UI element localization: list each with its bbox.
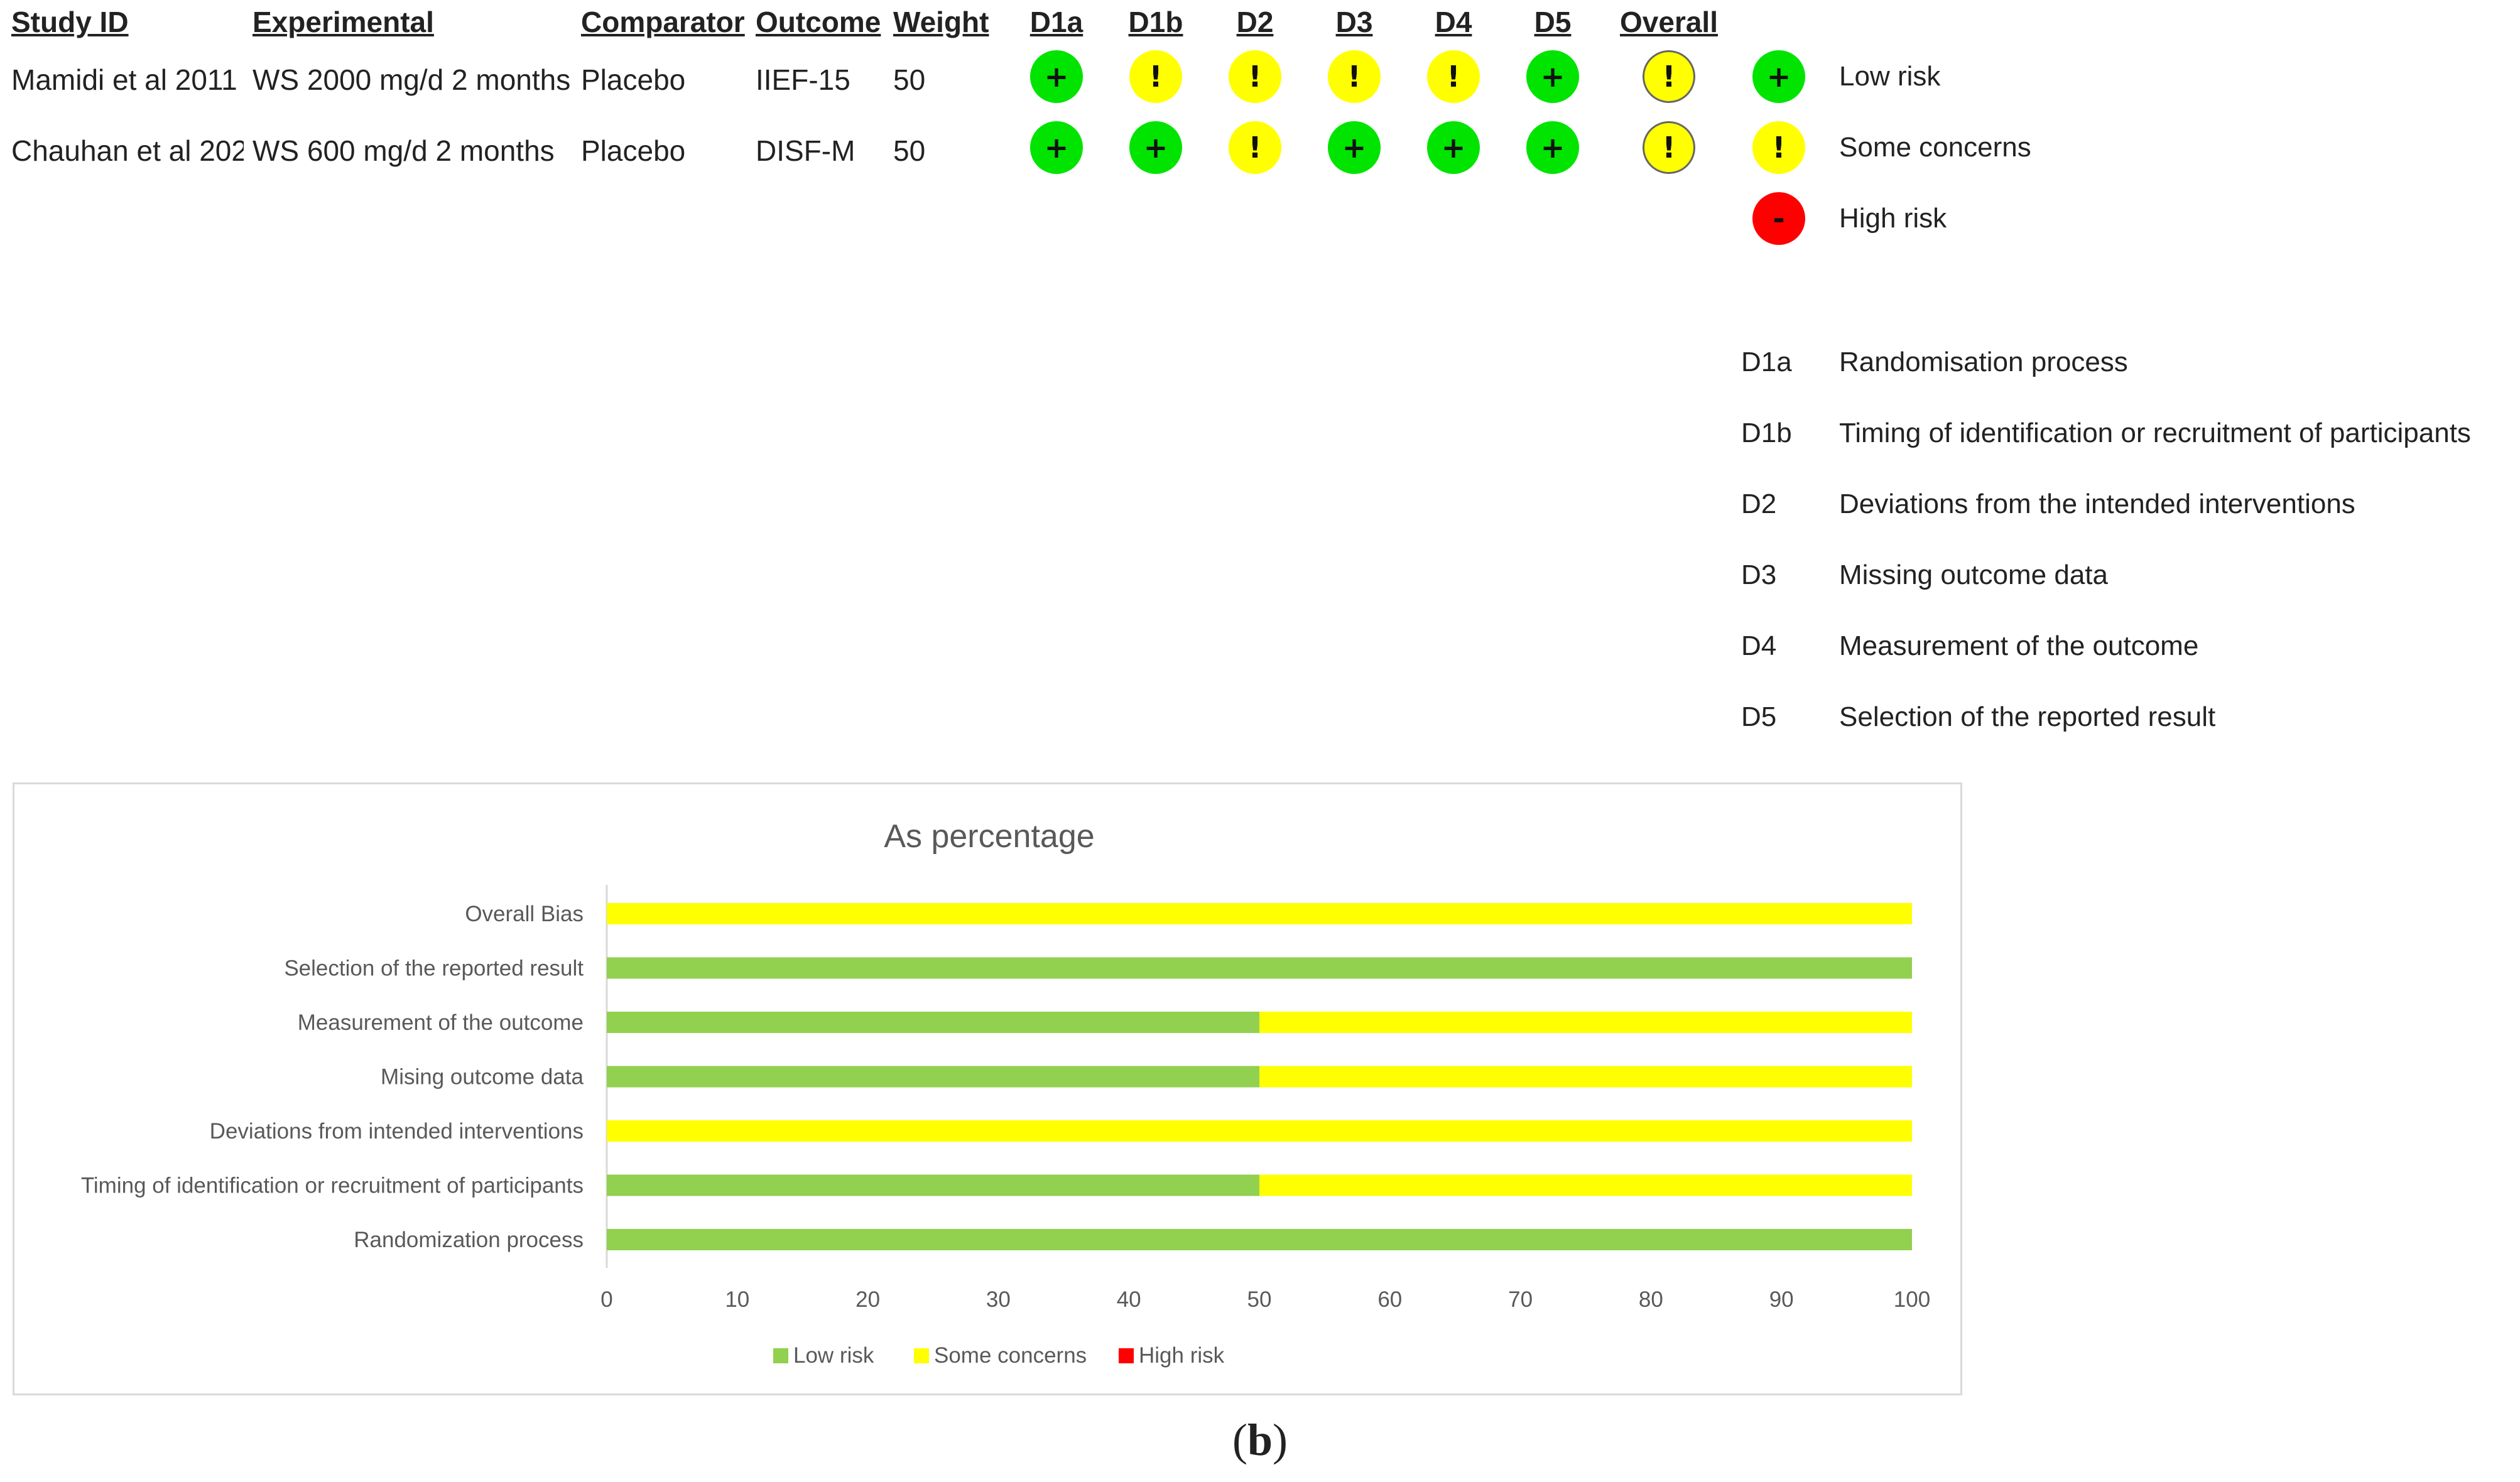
weight: 50 [893, 63, 926, 96]
domain-code: D2 [1741, 489, 1777, 519]
domain-code: D3 [1741, 560, 1777, 590]
chart-legend-swatch [1119, 1348, 1134, 1363]
study-id: Chauhan et al 2022 [11, 134, 244, 167]
domain-code: D1b [1741, 418, 1792, 448]
judgement-some-icon: ! [1427, 50, 1480, 103]
chart-legend-label: Low risk [793, 1343, 874, 1368]
x-tick-label: 60 [1377, 1287, 1402, 1312]
chart-legend-label: Some concerns [934, 1343, 1087, 1368]
header-experimental: Experimental [253, 6, 434, 38]
judgement-some-icon: ! [1643, 121, 1695, 174]
x-tick-label: 20 [855, 1287, 880, 1312]
header-d3: D3 [1335, 6, 1373, 38]
domain-description: Missing outcome data [1839, 560, 2108, 590]
figure-caption: (b) [0, 1412, 2520, 1468]
header-overall: Overall [1620, 6, 1718, 38]
caption-close: ) [1273, 1415, 1288, 1465]
judgement-some-icon: ! [1328, 50, 1381, 103]
judgement-some-icon: ! [1129, 50, 1182, 103]
bar-low-risk [607, 1066, 1259, 1088]
domain-code: D4 [1741, 630, 1777, 661]
category-label: Timing of identification or recruitment … [81, 1174, 584, 1198]
category-label: Randomization process [354, 1228, 584, 1252]
x-tick-label: 70 [1508, 1287, 1533, 1312]
header-d5: D5 [1534, 6, 1572, 38]
judgement-low-icon: + [1030, 50, 1083, 103]
chart-canvas: As percentage Overall Bias Selection of th… [81, 818, 1930, 1368]
chart-legend-label: High risk [1139, 1343, 1225, 1368]
judgement-low-icon: + [1526, 50, 1579, 103]
chart-title: As percentage [884, 818, 1094, 855]
experimental: WS 2000 mg/d 2 months [253, 63, 571, 96]
x-tick-label: 40 [1117, 1287, 1141, 1312]
domain-description: Timing of identification or recruitment … [1839, 418, 2471, 448]
header-d1b: D1b [1128, 6, 1183, 38]
legend-label: Some concerns [1839, 132, 2031, 163]
bar-some-concerns [1259, 1066, 1912, 1088]
x-tick-label: 0 [600, 1287, 612, 1312]
legend-some-icon: ! [1752, 121, 1805, 174]
caption-letter: b [1247, 1415, 1273, 1465]
category-label: Mising outcome data [381, 1065, 584, 1090]
bar-low-risk [607, 957, 1912, 979]
x-tick-label: 10 [725, 1287, 749, 1312]
header-d2: D2 [1236, 6, 1274, 38]
legend-low-icon: + [1752, 50, 1805, 103]
category-label: Deviations from intended interventions [210, 1119, 584, 1144]
header-d4: D4 [1435, 6, 1472, 38]
x-tick-label: 100 [1894, 1287, 1930, 1312]
x-tick-label: 50 [1247, 1287, 1272, 1312]
bar-some-concerns [607, 903, 1912, 924]
judgement-low-icon: + [1030, 121, 1083, 174]
judgement-low-icon: + [1427, 121, 1480, 174]
study-id: Mamidi et al 2011 [11, 63, 237, 96]
x-tick-label: 30 [986, 1287, 1011, 1312]
outcome: IIEF-15 [756, 63, 850, 96]
legend-label: High risk [1839, 203, 1947, 234]
bar-some-concerns [1259, 1174, 1912, 1196]
outcome: DISF-M [756, 134, 855, 167]
domain-description: Measurement of the outcome [1839, 630, 2199, 661]
domain-code: D1a [1741, 347, 1792, 377]
category-label: Measurement of the outcome [298, 1010, 584, 1035]
summary-chart: As percentage Overall Bias Selection of th… [13, 782, 1962, 1395]
comparator: Placebo [581, 134, 686, 167]
header-weight: Weight [893, 6, 989, 38]
domain-description: Randomisation process [1839, 347, 2128, 377]
judgement-some-icon: ! [1229, 121, 1281, 174]
chart-legend-swatch [773, 1348, 788, 1363]
header-outcome: Outcome [756, 6, 881, 38]
judgement-low-icon: + [1328, 121, 1381, 174]
header-comparator: Comparator [581, 6, 745, 38]
chart-legend-swatch [914, 1348, 929, 1363]
legend-high-icon: - [1752, 192, 1805, 245]
x-tick-label: 80 [1639, 1287, 1663, 1312]
bar-low-risk [607, 1012, 1259, 1033]
domain-description: Deviations from the intended interventio… [1839, 489, 2355, 519]
comparator: Placebo [581, 63, 686, 96]
domain-description: Selection of the reported result [1839, 701, 2216, 732]
judgement-low-icon: + [1129, 121, 1182, 174]
bar-low-risk [607, 1174, 1259, 1196]
bar-low-risk [607, 1229, 1912, 1250]
header-study-id: Study ID [11, 6, 129, 38]
judgement-some-icon: ! [1643, 50, 1695, 103]
bar-some-concerns [607, 1120, 1912, 1142]
experimental: WS 600 mg/d 2 months [253, 134, 555, 167]
category-label: Selection of the reported result [284, 956, 584, 981]
judgement-some-icon: ! [1229, 50, 1281, 103]
x-tick-label: 90 [1769, 1287, 1794, 1312]
caption-open: ( [1232, 1415, 1247, 1465]
legend-label: Low risk [1839, 61, 1941, 92]
header-d1a: D1a [1029, 6, 1083, 38]
weight: 50 [893, 134, 926, 167]
domain-code: D5 [1741, 701, 1777, 732]
category-label: Overall Bias [465, 902, 584, 926]
judgement-low-icon: + [1526, 121, 1579, 174]
bar-some-concerns [1259, 1012, 1912, 1033]
